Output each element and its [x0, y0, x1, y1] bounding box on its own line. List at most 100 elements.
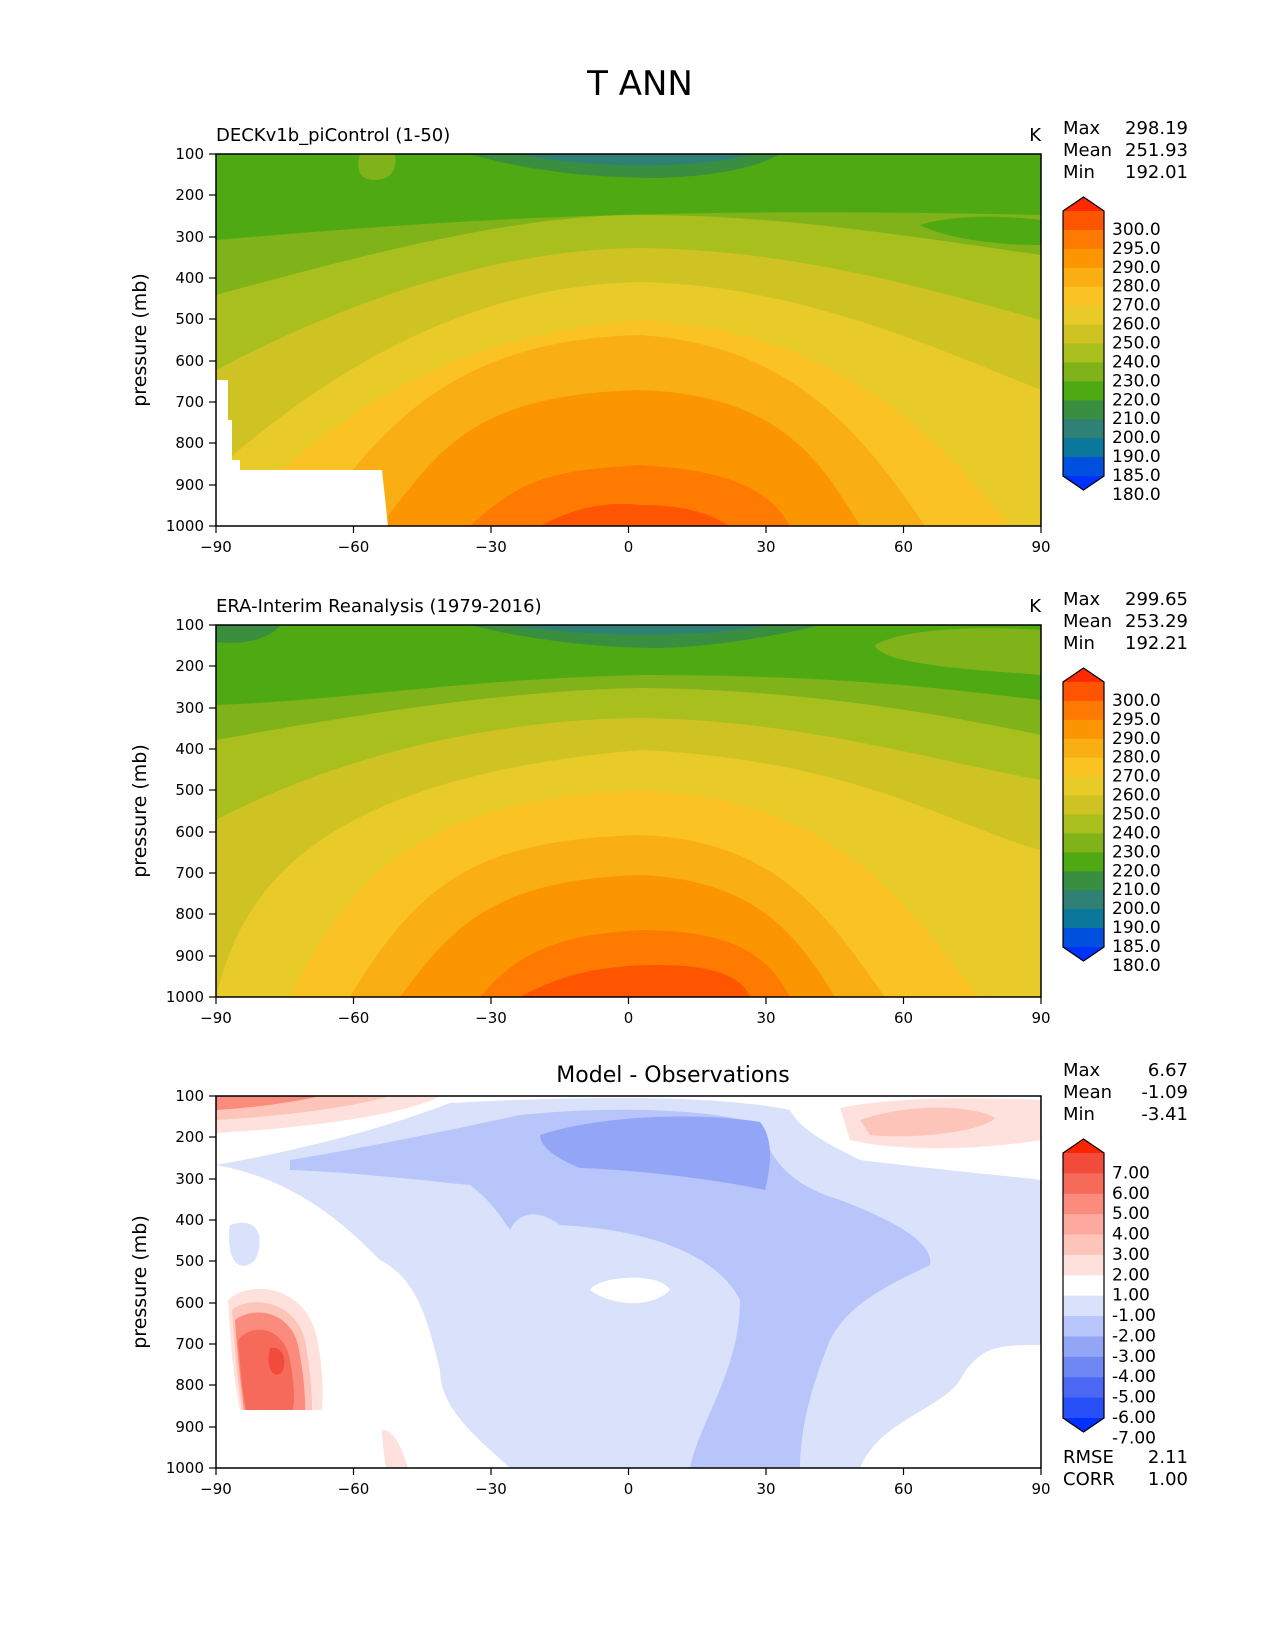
metric-label: CORR	[1063, 1469, 1115, 1490]
x-tick: 0	[624, 997, 633, 1027]
y-tick: 900	[175, 947, 216, 965]
x-tick-label: 0	[624, 1480, 634, 1498]
colorbar-segment	[1063, 1397, 1104, 1419]
y-tick: 600	[175, 352, 216, 370]
x-tick: 90	[1031, 526, 1051, 556]
colorbar-extend-min	[1063, 947, 1104, 961]
colorbar-segment	[1063, 381, 1104, 401]
y-ticks: 100 200 300 400 500 600 700 800 900 1000	[166, 1087, 216, 1477]
x-tick-label: −30	[475, 1009, 507, 1027]
y-tick: 500	[175, 310, 216, 328]
y-tick-label: 900	[175, 476, 204, 494]
y-tick: 600	[175, 823, 216, 841]
y-tick-label: 300	[175, 699, 204, 717]
colorbar-tick-label: 190.0	[1112, 447, 1161, 467]
x-tick: 30	[756, 526, 776, 556]
units-label: K	[1029, 125, 1042, 146]
colorbar-segment	[1063, 890, 1104, 910]
y-tick-label: 200	[175, 186, 204, 204]
x-tick: 60	[894, 526, 913, 556]
y-tick: 700	[175, 393, 216, 411]
x-tick-label: 90	[1031, 1480, 1050, 1498]
y-tick-label: 1000	[166, 517, 204, 535]
x-tick: 90	[1031, 1468, 1051, 1498]
x-tick: −60	[338, 997, 369, 1027]
y-axis-label: pressure (mb)	[129, 273, 151, 407]
metric-value: 1.00	[1148, 1469, 1188, 1490]
colorbar-tick-label: 240.0	[1112, 823, 1161, 843]
colorbar-segment	[1063, 1316, 1104, 1337]
colorbar-tick-label: 290.0	[1112, 258, 1161, 278]
y-tick: 100	[175, 145, 216, 163]
colorbar-tick-label: 180.0	[1112, 956, 1161, 976]
colorbar-segment	[1063, 1173, 1104, 1195]
y-tick-label: 500	[175, 310, 204, 328]
x-tick: −60	[338, 526, 369, 556]
colorbar-tick-label: 260.0	[1112, 786, 1161, 806]
colorbar-segment	[1063, 852, 1104, 872]
colorbar-tick-label: 200.0	[1112, 428, 1161, 448]
colorbar-segment	[1063, 1275, 1104, 1297]
colorbar-segment	[1063, 286, 1104, 307]
y-axis-label: pressure (mb)	[129, 1215, 151, 1349]
stat-label: Mean	[1063, 140, 1112, 161]
colorbar-tick-label: 300.0	[1112, 220, 1161, 240]
stat-label: Min	[1063, 1104, 1095, 1125]
x-tick-label: 30	[756, 1480, 775, 1498]
colorbar-segment	[1063, 795, 1104, 815]
x-tick: 0	[624, 526, 633, 556]
colorbar-segment	[1063, 738, 1104, 759]
colorbar-tick-label: 270.0	[1112, 296, 1161, 316]
metrics-block: RMSE 2.11 CORR 1.00	[1063, 1447, 1188, 1490]
y-tick-label: 400	[175, 1211, 204, 1229]
colorbar-segment	[1063, 419, 1104, 439]
colorbar-segment	[1063, 757, 1104, 778]
y-tick: 700	[175, 864, 216, 882]
contour-field-difference	[216, 1096, 1041, 1468]
colorbar-segment	[1063, 362, 1104, 382]
colorbar-segment	[1063, 1377, 1104, 1399]
colorbar-segment	[1063, 343, 1104, 363]
y-tick: 200	[175, 1128, 216, 1146]
y-tick-label: 900	[175, 947, 204, 965]
colorbar: 300.0295.0290.0280.0270.0260.0250.0240.0…	[1062, 196, 1161, 505]
y-tick: 100	[175, 616, 216, 634]
panel-title: Model - Observations	[556, 1063, 789, 1088]
x-tick: 60	[894, 1468, 913, 1498]
colorbar-tick-label: 185.0	[1112, 466, 1161, 486]
colorbar-tick-label: 3.00	[1112, 1245, 1150, 1265]
panel-model: 100 200 300 400 500 600 700 800 900 1000…	[129, 118, 1188, 556]
y-tick-label: 700	[175, 864, 204, 882]
panel-difference: 100 200 300 400 500 600 700 800 900 1000…	[129, 1060, 1188, 1498]
y-tick-label: 100	[175, 1087, 204, 1105]
colorbar-segment	[1063, 400, 1104, 420]
colorbar-tick-label: 7.00	[1112, 1163, 1150, 1183]
x-tick-label: −30	[475, 1480, 507, 1498]
colorbar-segment	[1063, 1234, 1104, 1256]
contour-field-observations	[216, 625, 1041, 997]
stat-label: Max	[1063, 1060, 1101, 1081]
stats-block: Max 6.67 Mean -1.09 Min -3.41	[1063, 1060, 1188, 1125]
y-tick: 300	[175, 228, 216, 246]
y-tick-label: 100	[175, 616, 204, 634]
y-tick-label: 600	[175, 1294, 204, 1312]
colorbar-segment	[1063, 267, 1104, 288]
colorbar-segment	[1063, 457, 1104, 477]
x-tick-label: −30	[475, 538, 507, 556]
colorbar-tick-label: 220.0	[1112, 861, 1161, 881]
colorbar-tick-label: -3.00	[1112, 1347, 1156, 1367]
y-tick: 800	[175, 905, 216, 923]
colorbar-segment	[1063, 719, 1104, 740]
y-tick-label: 300	[175, 1170, 204, 1188]
x-tick-label: 60	[894, 1009, 913, 1027]
y-tick-label: 400	[175, 269, 204, 287]
y-tick: 1000	[166, 988, 216, 1006]
stat-value: -3.41	[1141, 1104, 1188, 1125]
stat-value: -1.09	[1141, 1082, 1188, 1103]
x-tick-label: 60	[894, 1480, 913, 1498]
colorbar-tick-label: 250.0	[1112, 334, 1161, 354]
y-tick: 1000	[166, 517, 216, 535]
x-tick-label: 30	[756, 1009, 775, 1027]
x-tick: −60	[338, 1468, 369, 1498]
